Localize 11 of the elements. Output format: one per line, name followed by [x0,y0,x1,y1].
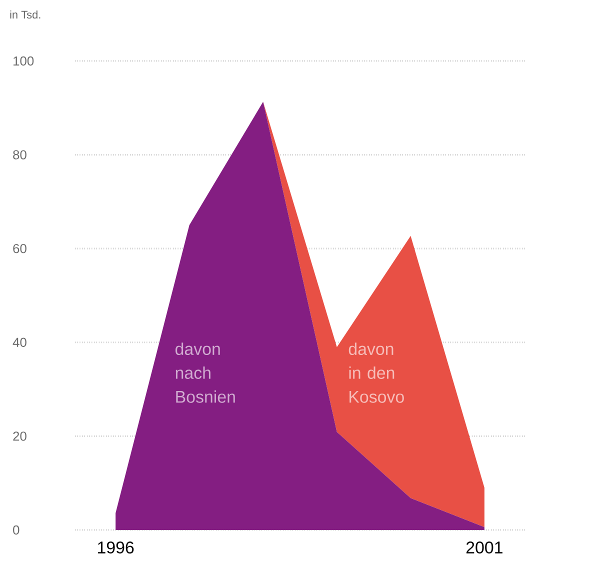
y-tick-label: 0 [13,525,20,535]
y-tick-label: 80 [13,150,26,160]
y-tick-label: 20 [13,432,26,441]
series-label: davon nach Bosnien [176,342,235,403]
x-tick-label: 2001 [466,542,502,554]
x-tick-label: 1996 [98,542,134,554]
y-tick-label: 40 [12,338,26,347]
series-label: davon in den Kosovo [348,342,404,403]
y-tick-label: 100 [14,56,34,66]
y-tick-label: 60 [13,244,26,254]
y-axis-title: in Tsd. [10,10,40,19]
